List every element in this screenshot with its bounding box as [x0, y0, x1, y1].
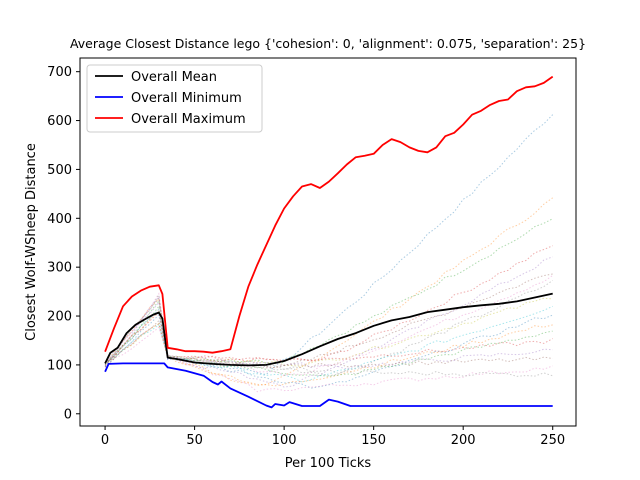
- mean-line: [104, 292, 553, 367]
- run-line: [104, 305, 553, 383]
- y-tick-label: 600: [47, 114, 72, 129]
- y-tick-label: 500: [47, 163, 72, 178]
- plot-frame: [79, 57, 577, 427]
- run-line: [104, 297, 553, 368]
- run-line: [104, 279, 553, 377]
- series-lines: [104, 75, 554, 409]
- run-line: [104, 274, 553, 376]
- run-line: [104, 304, 553, 377]
- x-tick-label: 200: [451, 433, 476, 448]
- run-line: [104, 292, 553, 393]
- individual-run-lines: [104, 114, 554, 393]
- legend-label-minimum: Overall Minimum: [131, 91, 242, 106]
- run-line: [104, 301, 553, 370]
- x-tick-label: 100: [272, 433, 297, 448]
- run-line: [104, 319, 553, 369]
- y-tick-label: 700: [47, 65, 72, 80]
- x-tick-label: 0: [101, 433, 109, 448]
- run-line: [104, 114, 554, 376]
- legend-label-mean: Overall Mean: [131, 70, 217, 85]
- legend-label-maximum: Overall Maximum: [131, 112, 246, 127]
- run-line: [104, 273, 553, 369]
- x-tick-label: 150: [361, 433, 386, 448]
- y-tick-label: 400: [47, 212, 72, 227]
- run-line: [104, 297, 553, 387]
- y-axis-label: Closest Wolf-WSheep Distance: [24, 143, 39, 341]
- x-axis-label: Per 100 Ticks: [285, 456, 372, 471]
- x-tick-label: 50: [186, 433, 203, 448]
- y-axis-ticks: 0 100 200 300 400 500 600 700: [47, 65, 80, 422]
- run-line: [104, 197, 553, 387]
- run-line: [104, 313, 553, 389]
- x-tick-label: 250: [540, 433, 565, 448]
- y-tick-label: 0: [64, 407, 72, 422]
- run-line: [104, 256, 553, 388]
- maximum-line: [104, 75, 554, 354]
- minimum-line: [104, 362, 553, 409]
- legend: Overall Mean Overall Minimum Overall Max…: [86, 64, 263, 133]
- x-axis-ticks: 0 50 100 150 200 250: [101, 426, 565, 448]
- y-tick-label: 200: [47, 310, 72, 325]
- y-tick-label: 300: [47, 261, 72, 276]
- y-tick-label: 100: [47, 358, 72, 373]
- chart-title: Average Closest Distance lego {'cohesion…: [70, 36, 586, 51]
- run-line: [104, 311, 553, 364]
- legend-box: [86, 64, 263, 133]
